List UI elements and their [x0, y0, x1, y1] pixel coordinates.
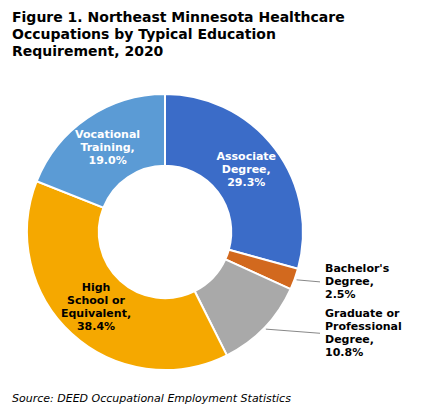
- slice-label: Bachelor'sDegree,2.5%: [325, 262, 390, 301]
- slice-label-line: Associate: [216, 150, 276, 163]
- title: Figure 1. Northeast Minnesota Healthcare…: [12, 9, 345, 59]
- slice-label: Graduate orProfessionalDegree,10.8%: [325, 307, 402, 359]
- slice-label-line: Degree,: [222, 163, 271, 176]
- slices: [27, 94, 303, 370]
- slice: [27, 181, 227, 370]
- slice-label-line: High: [82, 281, 111, 294]
- slice-label-line: Equivalent,: [61, 307, 131, 320]
- slice-label: HighSchool orEquivalent,38.4%: [61, 281, 131, 333]
- slice-label-line: Bachelor's: [325, 262, 390, 275]
- slice-label: AssociateDegree,29.3%: [216, 150, 276, 189]
- title-line: Figure 1. Northeast Minnesota Healthcare: [12, 9, 345, 25]
- slice-label-line: Degree,: [325, 275, 374, 288]
- slice: [37, 94, 165, 208]
- source: Source: DEED Occupational Employment Sta…: [12, 392, 291, 405]
- leader-line: [266, 329, 320, 333]
- title-line: Occupations by Typical Education: [12, 26, 276, 42]
- slice-label: VocationalTraining,19.0%: [75, 128, 140, 167]
- slice-label-line: 38.4%: [77, 320, 115, 333]
- slice-label-line: Graduate or: [325, 307, 400, 320]
- slice-label-line: Vocational: [75, 128, 140, 141]
- slice-label-line: Training,: [80, 141, 134, 154]
- slice-label-line: 29.3%: [227, 176, 265, 189]
- slice-label-line: 19.0%: [89, 154, 127, 167]
- labels: AssociateDegree,29.3%HighSchool orEquiva…: [61, 128, 402, 359]
- slice-label-line: Professional: [325, 320, 402, 333]
- leader-line: [297, 280, 320, 282]
- slice-label-line: 2.5%: [325, 288, 356, 301]
- slice: [165, 94, 303, 269]
- title-line: Requirement, 2020: [12, 43, 164, 59]
- slice-label-line: 10.8%: [325, 346, 363, 359]
- slice-label-line: Degree,: [325, 333, 374, 346]
- slice-label-line: School or: [67, 294, 126, 307]
- chart: Figure 1. Northeast Minnesota Healthcare…: [0, 0, 440, 412]
- donut: [27, 94, 303, 370]
